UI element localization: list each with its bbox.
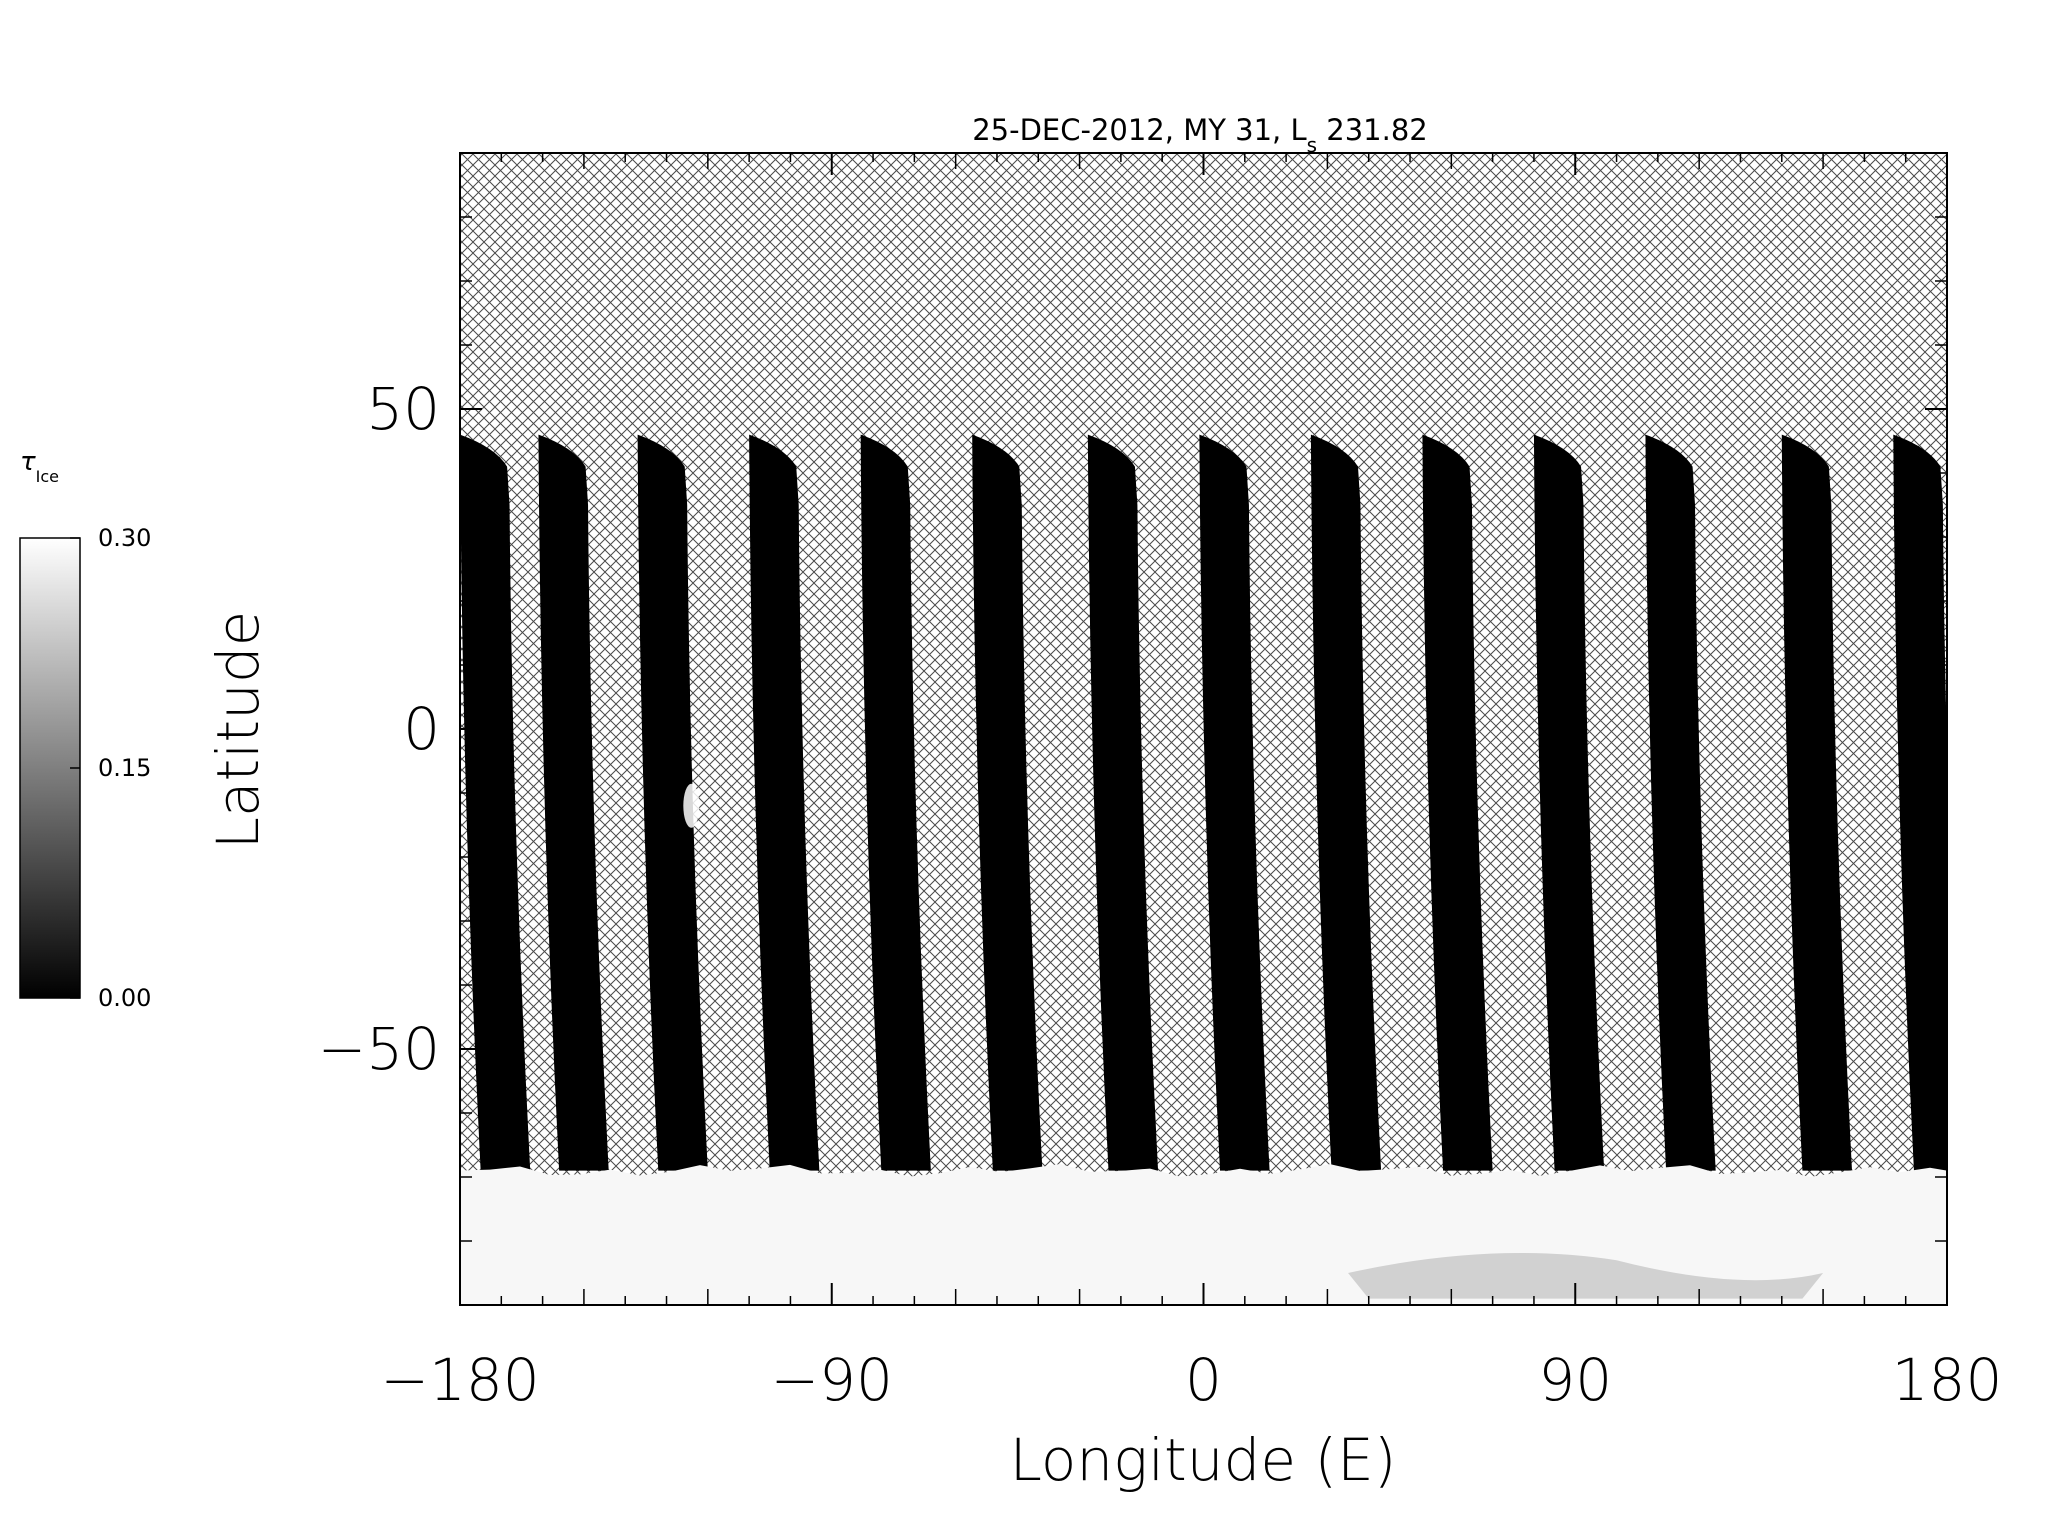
tick-layer: −180 −90 0 90 180 50 0 −50: [318, 153, 2003, 1414]
x-tick-label: −180: [380, 1346, 539, 1414]
swath-14: [1893, 434, 1947, 1171]
data-layer: [460, 434, 1947, 1305]
chart-title: 25-DEC-2012, MY 31, Ls 231.82: [972, 113, 1428, 157]
x-tick-label: 0: [1185, 1346, 1222, 1414]
title-subscript: s: [1307, 133, 1317, 157]
colorbar-title: τIce: [20, 447, 59, 486]
swath-2: [538, 434, 609, 1171]
swath-6: [972, 434, 1043, 1171]
swath-4: [749, 434, 820, 1171]
polar-cap-texture: [1348, 1253, 1824, 1299]
swath-9: [1310, 434, 1382, 1171]
colorbar-tick-label: 0.15: [98, 754, 151, 782]
y-axis-label: Latitude: [204, 611, 272, 850]
colorbar-ticks: 0.30 0.15 0.00: [70, 524, 151, 1012]
x-axis-label: Longitude (E): [1010, 1426, 1397, 1494]
swath-10: [1422, 434, 1493, 1171]
y-tick-label: 0: [403, 695, 440, 763]
swath-12: [1645, 434, 1716, 1171]
colorbar-tick-label: 0.30: [98, 524, 151, 552]
bright-cloud-patch: [683, 783, 700, 828]
swath-8: [1199, 434, 1270, 1171]
x-tick-label: −90: [771, 1346, 893, 1414]
x-tick-label: 90: [1538, 1346, 1612, 1414]
swath-11: [1533, 434, 1605, 1171]
x-tick-label: 180: [1892, 1346, 2003, 1414]
colorbar-tick-label: 0.00: [98, 984, 151, 1012]
colorbar-subscript: Ice: [36, 467, 59, 486]
colorbar-symbol: τ: [20, 447, 36, 477]
title-main: 25-DEC-2012, MY 31, L: [972, 113, 1306, 147]
y-tick-label: 50: [366, 375, 440, 443]
swath-7: [1087, 434, 1159, 1171]
swath-5: [860, 434, 931, 1171]
title-value: 231.82: [1317, 113, 1428, 147]
swath-3: [637, 434, 708, 1171]
swath-1: [460, 434, 531, 1171]
swath-13: [1781, 434, 1852, 1171]
y-tick-label: −50: [318, 1015, 440, 1083]
